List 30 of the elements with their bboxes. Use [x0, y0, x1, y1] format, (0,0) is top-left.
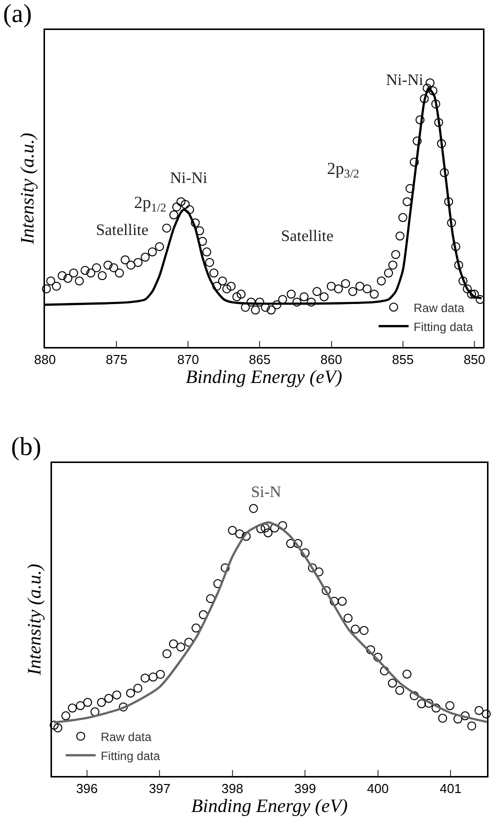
- x-tick-label: 396: [76, 781, 98, 796]
- x-axis-title: Binding Energy (eV): [186, 367, 342, 388]
- y-axis-title: Intensity (a.u.): [24, 564, 46, 676]
- x-tick-label: 850: [464, 352, 486, 368]
- x-tick-label: 880: [34, 352, 56, 368]
- text: (a): [3, 0, 32, 28]
- y-axis-title: Intensity (a.u.): [18, 132, 39, 246]
- x-axis-title: Binding Energy (eV): [191, 796, 348, 818]
- annotation: Satellite: [96, 222, 148, 239]
- x-tick-label: 401: [440, 781, 462, 796]
- legend-label: Raw data: [414, 300, 465, 315]
- annotation: 2p$_{1/2}$: [134, 193, 166, 215]
- annotation: Ni-Ni: [386, 72, 424, 89]
- annotation: Satellite: [281, 228, 334, 245]
- annotation: Ni-Ni: [170, 170, 208, 187]
- x-tick-label: 400: [367, 781, 389, 796]
- x-tick-label: 860: [320, 352, 342, 368]
- x-tick-label: 875: [106, 352, 128, 368]
- x-tick-label: 855: [392, 352, 414, 368]
- text: Si-N: [251, 484, 282, 501]
- x-tick-label: 865: [248, 352, 271, 368]
- legend-label: Raw data: [100, 730, 152, 744]
- annotation: 2p$_{3/2}$: [327, 159, 360, 181]
- x-tick-label: 398: [222, 781, 244, 796]
- x-tick-label: 870: [177, 352, 199, 368]
- x-tick-label: 397: [148, 781, 171, 796]
- legend-label: Fitting data: [414, 320, 474, 334]
- text: (b): [11, 432, 42, 461]
- x-tick-label: 399: [294, 781, 316, 796]
- legend-label: Fitting data: [100, 748, 160, 763]
